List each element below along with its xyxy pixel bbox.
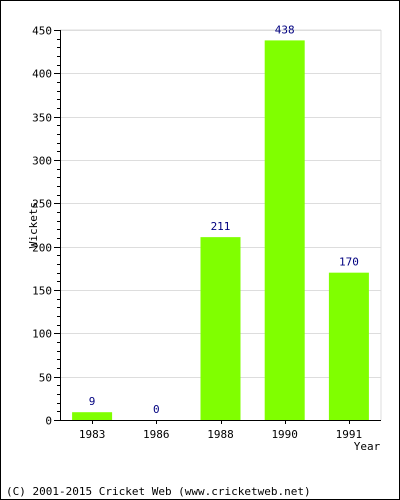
y-tick-label: 250 xyxy=(32,198,52,211)
x-tick-label: 1986 xyxy=(143,428,170,441)
data-label: 0 xyxy=(153,403,160,416)
axes xyxy=(54,30,381,424)
x-axis-title: Year xyxy=(354,440,381,453)
data-label: 438 xyxy=(275,23,295,36)
bars xyxy=(72,40,369,421)
labels: 0 50 100 150 200 250 300 350 400 450 1983 9 1986 0 198… xyxy=(32,23,362,441)
x-tick-label: 1983 xyxy=(79,428,106,441)
y-tick-label: 400 xyxy=(32,68,52,81)
y-axis-title: Wickets xyxy=(27,202,40,248)
data-label: 9 xyxy=(89,395,96,408)
bar xyxy=(72,412,113,420)
copyright-footer: (C) 2001-2015 Cricket Web (www.cricketwe… xyxy=(6,485,311,498)
y-tick-label: 50 xyxy=(39,372,52,385)
y-tick-label: 350 xyxy=(32,112,52,125)
y-tick-label: 200 xyxy=(32,242,52,255)
data-label: 170 xyxy=(339,256,359,269)
gridlines xyxy=(60,29,382,420)
x-tick-label: 1988 xyxy=(207,428,234,441)
x-tick-label: 1991 xyxy=(336,428,363,441)
x-tick-label: 1990 xyxy=(271,428,298,441)
data-label: 211 xyxy=(211,220,231,233)
y-tick-label: 450 xyxy=(32,25,52,38)
y-tick-label: 300 xyxy=(32,155,52,168)
y-tick-label: 100 xyxy=(32,328,52,341)
bar xyxy=(264,40,305,421)
bar xyxy=(200,237,241,420)
y-tick-label: 0 xyxy=(45,415,52,428)
bar xyxy=(328,272,369,420)
y-tick-label: 150 xyxy=(32,285,52,298)
